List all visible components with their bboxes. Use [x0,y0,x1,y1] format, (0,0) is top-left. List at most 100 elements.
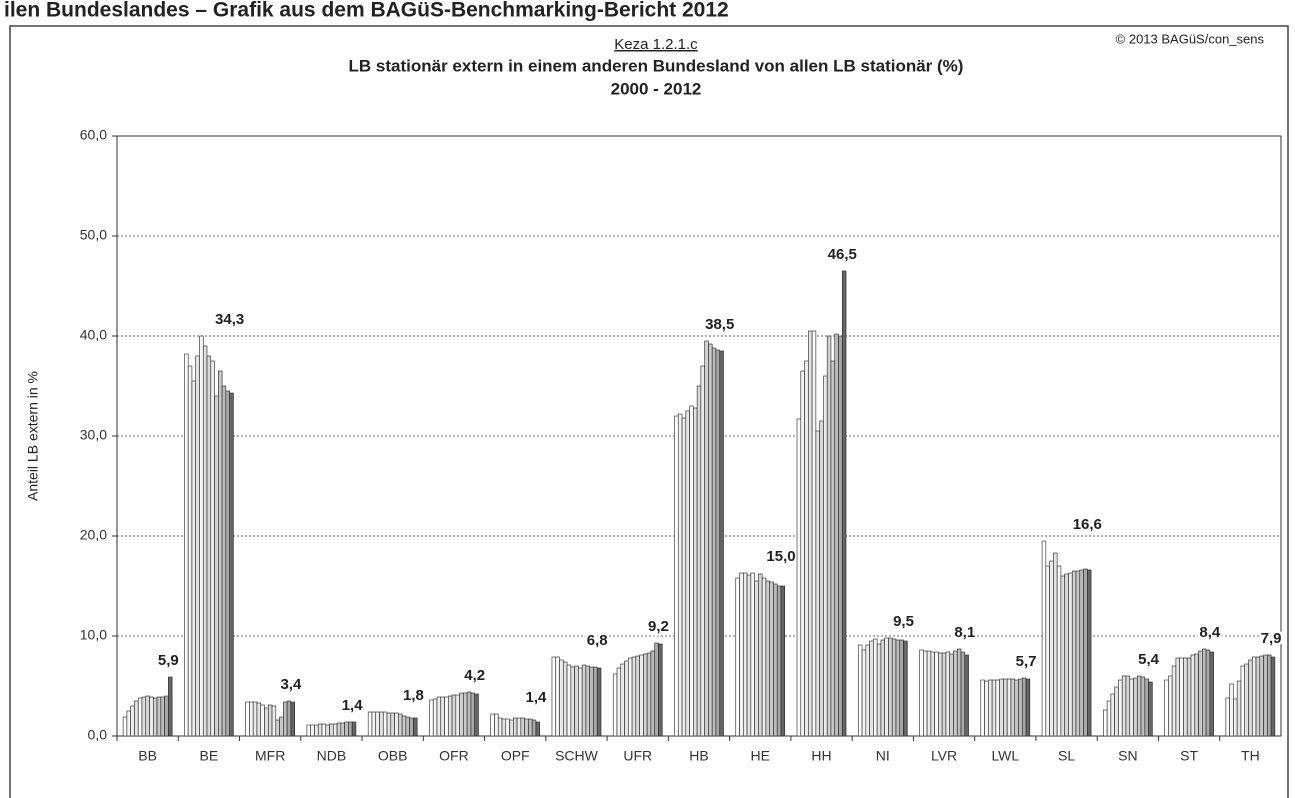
bar [953,650,958,737]
x-tick-label: BB [138,748,157,764]
bar [1075,570,1081,737]
bar [838,335,843,737]
bar [470,692,475,737]
bar [336,722,342,737]
bar [214,395,219,737]
x-tick-label: HB [689,748,708,764]
bar [1144,678,1149,737]
bar [1198,650,1203,737]
bar [919,649,924,737]
bar [199,335,204,737]
bar [574,665,579,737]
bar [1060,575,1065,737]
bar [340,722,345,737]
bar [290,701,295,737]
bar [1263,654,1268,737]
y-tick-label: 20,0 [80,527,107,543]
bar [1079,569,1084,737]
bar [1014,679,1019,737]
bar [1186,657,1192,737]
bar [800,370,805,737]
bar [264,707,269,737]
x-tick-label: SCHW [555,748,599,764]
bar [317,723,323,737]
bar [1041,540,1047,737]
bar [1071,570,1077,737]
value-label: 5,9 [158,652,179,669]
bar [596,667,602,737]
bar [206,355,212,737]
bar [432,698,438,737]
bar [306,724,311,737]
bar [658,643,663,737]
bar [1270,656,1276,737]
y-tick-label: 40,0 [80,327,107,343]
x-tick-label: ST [1180,748,1198,764]
bar [873,638,878,737]
bar [769,581,774,737]
bar [585,665,590,737]
value-label: 8,4 [1199,624,1221,641]
bar [494,713,499,737]
bar [1053,552,1058,737]
bar [826,335,832,737]
bar [696,385,702,737]
value-label: 46,5 [828,246,857,263]
y-tick-label: 50,0 [80,227,107,243]
value-label: 3,4 [280,676,302,693]
x-tick-label: OFR [439,748,469,764]
bar [516,717,522,737]
bar [1248,659,1253,737]
bar [1118,679,1123,737]
value-label: 6,8 [587,632,608,649]
bar [869,640,874,737]
bar [1233,698,1238,737]
x-tick-label: UFR [623,748,652,764]
bar [279,716,284,737]
bar [865,644,870,737]
bar [329,723,334,737]
bar [1121,675,1127,737]
bar [1018,678,1023,737]
bar [325,724,330,737]
value-label: 5,4 [1138,651,1160,668]
bar [654,642,659,737]
x-tick-label: OPF [501,748,530,764]
bar [1083,568,1088,737]
bar [1136,675,1142,737]
bar [796,418,802,737]
bar [899,639,904,737]
bar [589,666,594,737]
bar [776,585,782,737]
bar [635,655,640,737]
bar [693,407,698,737]
bar [202,345,208,737]
bar [923,650,928,737]
bar [1056,565,1062,737]
bar [650,650,656,737]
bar [310,724,315,737]
bar [1205,649,1211,737]
bar [834,333,839,737]
bar [628,657,633,737]
header: ilen Bundeslandes – Grafik aus dem BAGüS… [4,0,729,22]
y-tick-label: 10,0 [80,627,107,643]
bar [758,573,763,737]
x-tick-label: SL [1058,748,1075,764]
bar [612,673,618,737]
bar [735,577,740,737]
bar [1114,686,1119,737]
bar [463,692,468,737]
bar [210,360,215,737]
value-label: 5,7 [1016,653,1037,670]
bar [956,648,962,737]
bar [711,347,717,737]
bar [739,572,744,737]
bar [708,343,713,737]
bar [1236,680,1242,737]
bar [1133,677,1138,737]
bar [1010,678,1016,737]
x-tick-label: HE [751,748,770,764]
bar [286,700,292,737]
